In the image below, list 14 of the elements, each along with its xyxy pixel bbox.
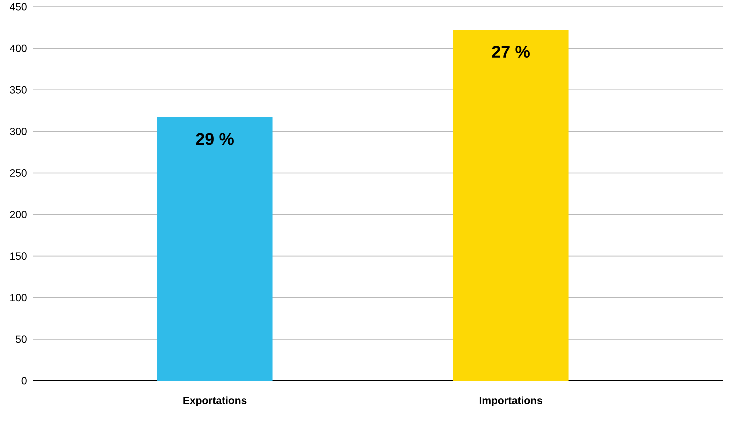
y-tick-label: 50 bbox=[16, 336, 27, 344]
y-tick-label: 200 bbox=[10, 211, 27, 218]
y-tick-label: 350 bbox=[10, 86, 27, 94]
y-tick-label: 250 bbox=[10, 170, 27, 177]
y-tick-label: 450 bbox=[10, 3, 27, 11]
y-tick-label: 0 bbox=[22, 377, 27, 385]
y-tick-label: 400 bbox=[10, 44, 27, 52]
x-tick-label: Importations bbox=[480, 396, 542, 406]
x-tick-label: Exportations bbox=[184, 396, 247, 406]
y-tick-label: 300 bbox=[10, 128, 27, 136]
annotation: 29 % bbox=[196, 133, 234, 146]
annotation: 27 % bbox=[492, 46, 530, 58]
y-tick-label: 150 bbox=[10, 252, 27, 260]
y-tick-label: 100 bbox=[10, 294, 27, 302]
